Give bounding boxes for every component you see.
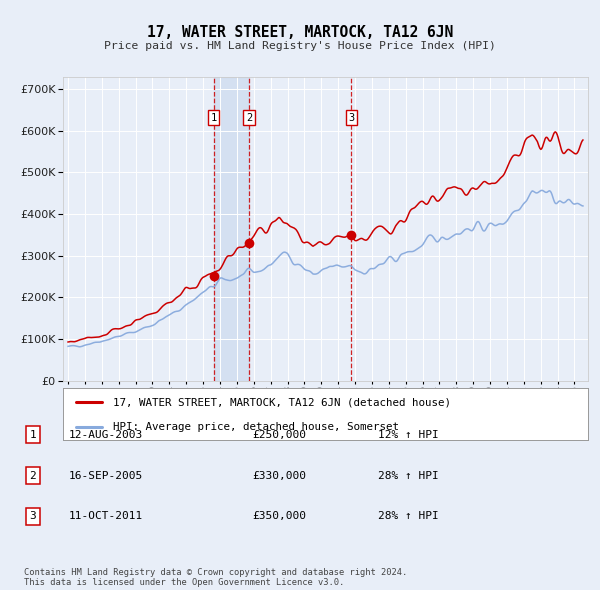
Bar [214, 77, 249, 381]
Text: 16-SEP-2005: 16-SEP-2005 [69, 471, 143, 480]
Text: 17, WATER STREET, MARTOCK, TA12 6JN (detached house): 17, WATER STREET, MARTOCK, TA12 6JN (det… [113, 397, 451, 407]
Text: £330,000: £330,000 [252, 471, 306, 480]
Text: £250,000: £250,000 [252, 430, 306, 440]
Text: 3: 3 [349, 113, 355, 123]
Text: Price paid vs. HM Land Registry's House Price Index (HPI): Price paid vs. HM Land Registry's House … [104, 41, 496, 51]
Text: 28% ↑ HPI: 28% ↑ HPI [378, 471, 439, 480]
Text: 2: 2 [29, 471, 37, 480]
Text: 2: 2 [246, 113, 252, 123]
Text: HPI: Average price, detached house, Somerset: HPI: Average price, detached house, Some… [113, 422, 399, 431]
Text: £350,000: £350,000 [252, 512, 306, 521]
Text: 3: 3 [29, 512, 37, 521]
Text: 11-OCT-2011: 11-OCT-2011 [69, 512, 143, 521]
Text: 1: 1 [211, 113, 217, 123]
Text: 12% ↑ HPI: 12% ↑ HPI [378, 430, 439, 440]
Text: 12-AUG-2003: 12-AUG-2003 [69, 430, 143, 440]
Text: 17, WATER STREET, MARTOCK, TA12 6JN: 17, WATER STREET, MARTOCK, TA12 6JN [147, 25, 453, 40]
Text: 1: 1 [29, 430, 37, 440]
Text: 28% ↑ HPI: 28% ↑ HPI [378, 512, 439, 521]
Text: Contains HM Land Registry data © Crown copyright and database right 2024.
This d: Contains HM Land Registry data © Crown c… [24, 568, 407, 587]
